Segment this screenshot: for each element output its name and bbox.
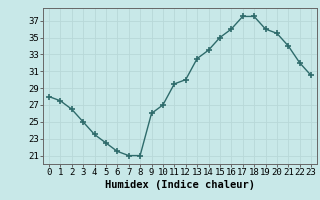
X-axis label: Humidex (Indice chaleur): Humidex (Indice chaleur) bbox=[105, 180, 255, 190]
